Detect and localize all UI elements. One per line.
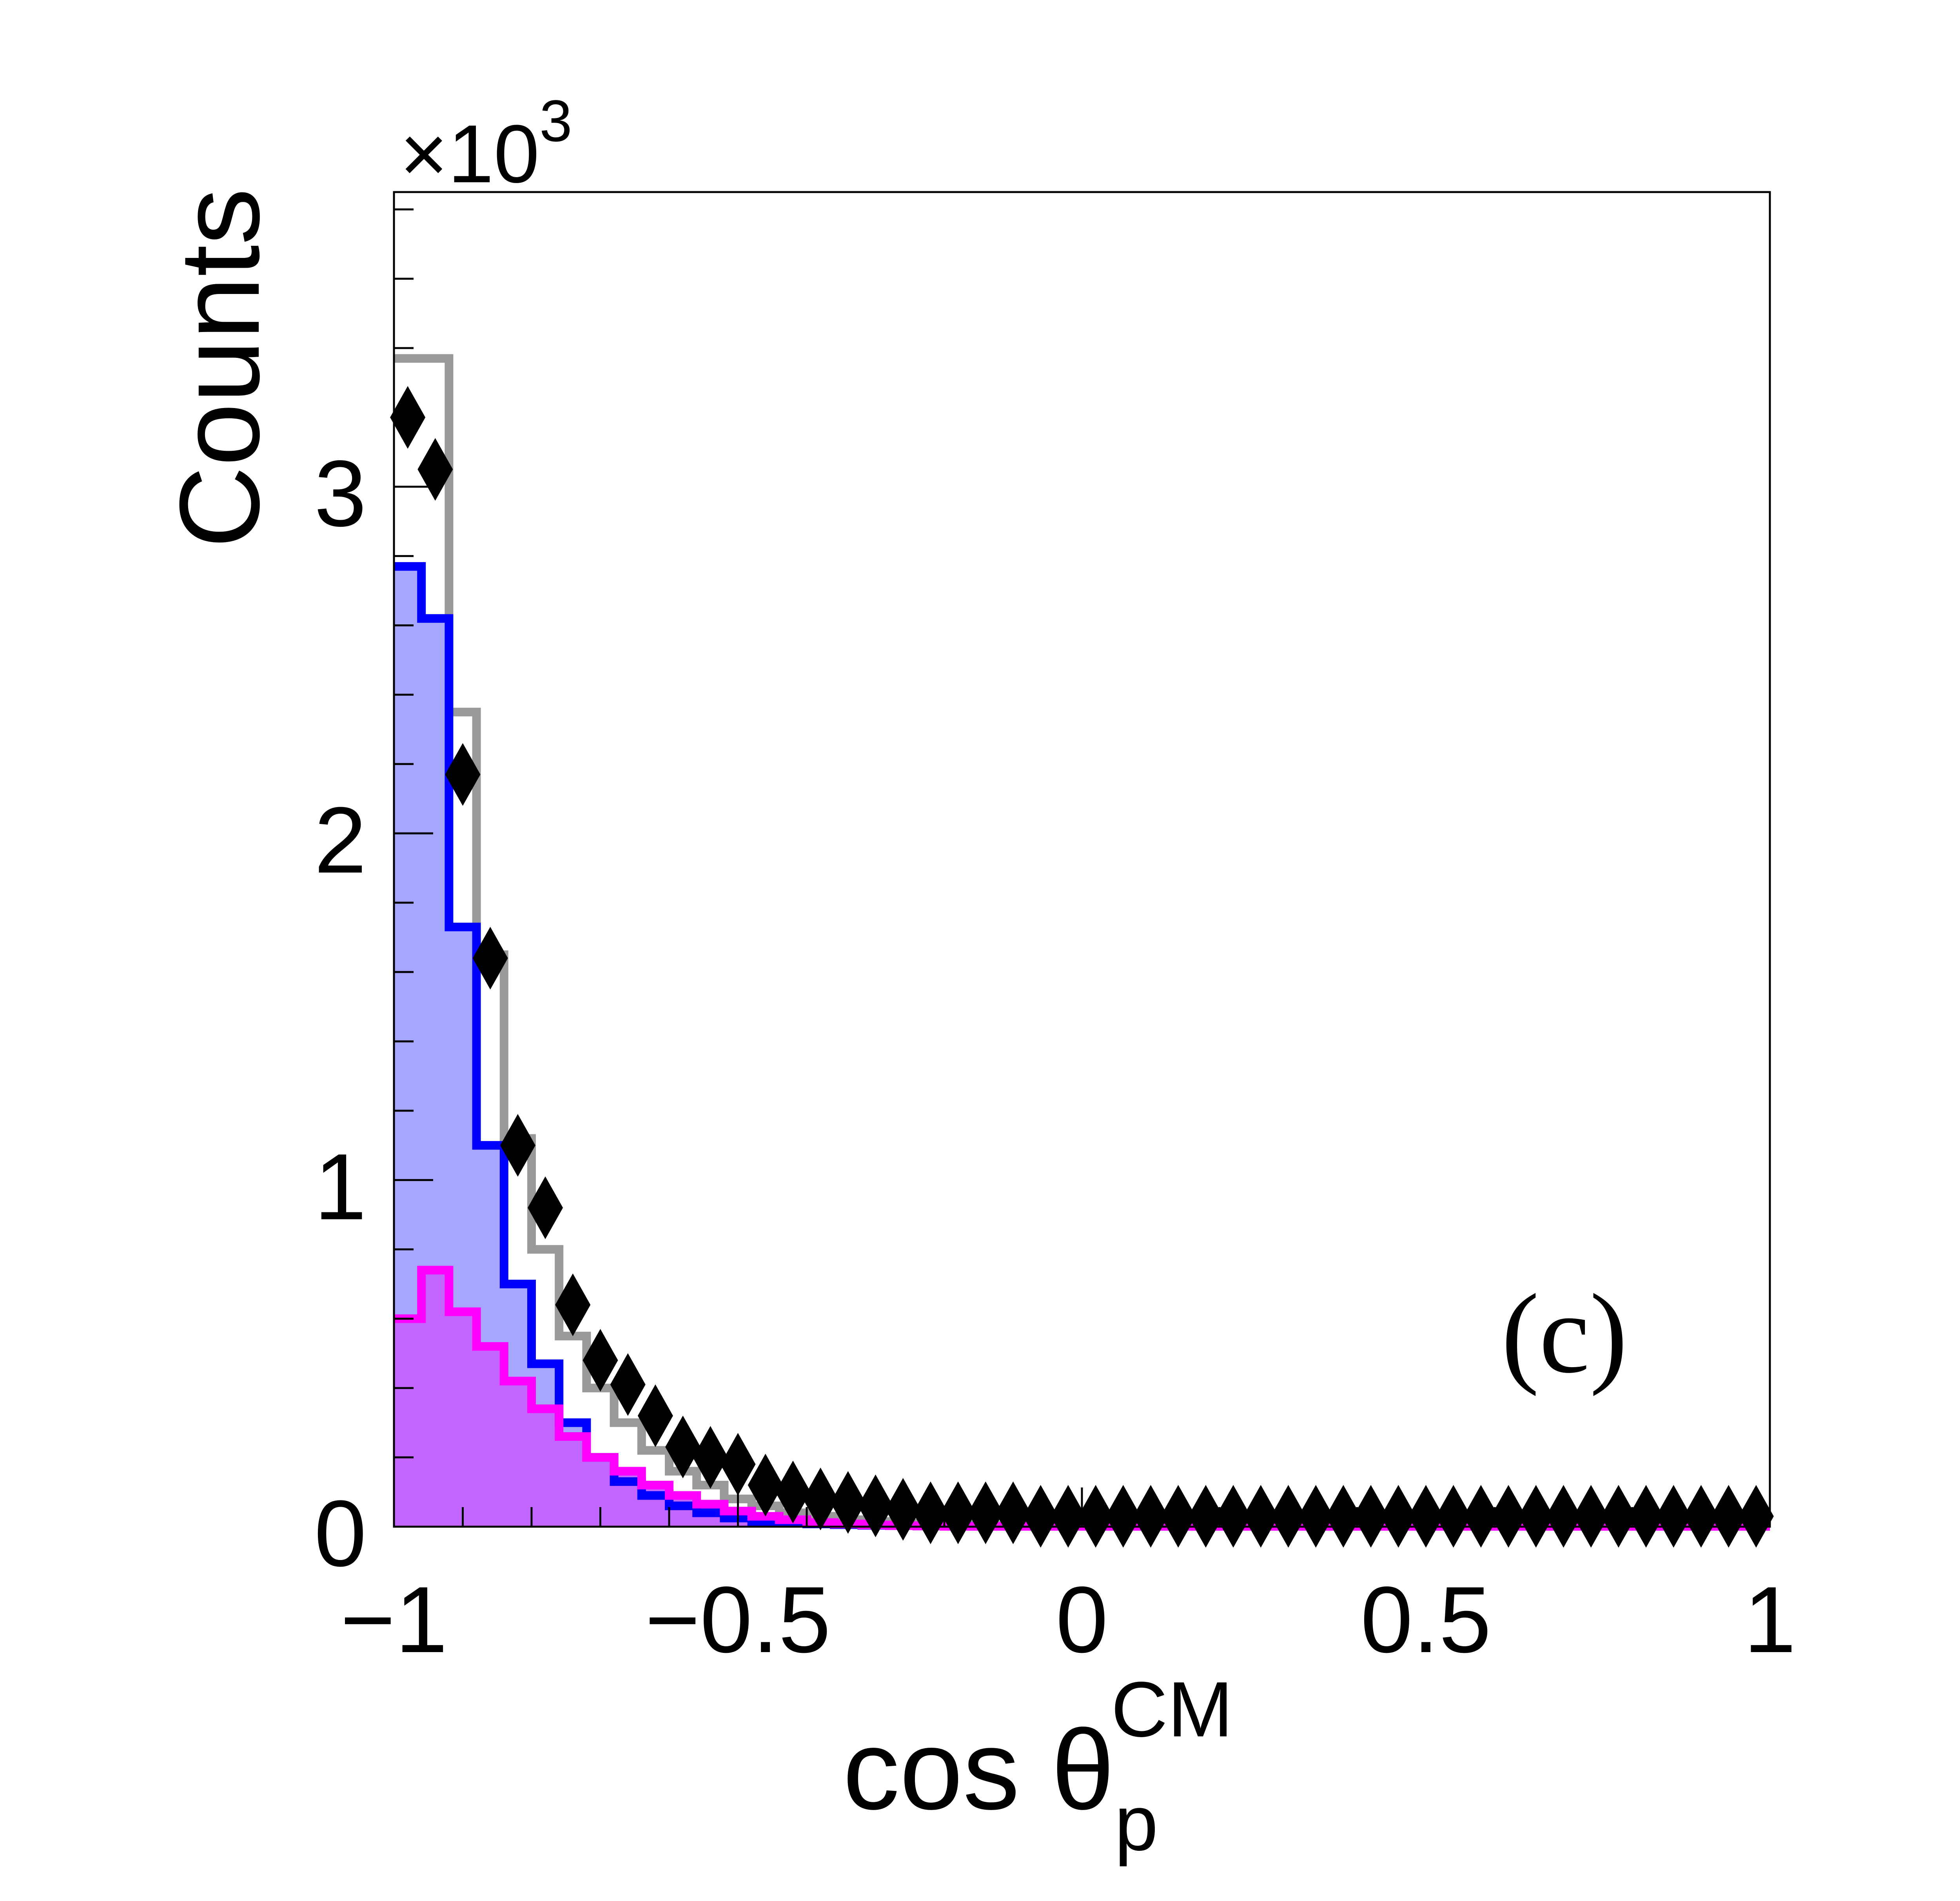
histogram-fill-bin [532,1409,559,1527]
data-point-diamond [693,1426,728,1489]
data-point-diamond [1243,1485,1279,1548]
data-point-diamond [1078,1485,1114,1548]
histogram-fill-bin [504,1381,532,1527]
x-axis-label-superscript: CM [1111,1666,1233,1753]
data-point-diamond [775,1460,811,1524]
data-point-diamond [968,1481,1004,1544]
data-point-diamond [1656,1485,1691,1548]
data-point-diamond [1160,1485,1196,1548]
data-point-diamond [1216,1485,1251,1548]
data-point-diamond [472,927,508,990]
data-point-diamond [803,1467,838,1531]
y-tick-label: 3 [314,441,367,546]
data-point-diamond [665,1415,701,1478]
data-point-diamond [1628,1485,1664,1548]
data-point-diamond [1325,1485,1361,1548]
data-point-diamond [1298,1485,1334,1548]
data-point-diamond [1518,1485,1554,1548]
data-point-diamond [1023,1485,1058,1548]
data-point-diamond [583,1329,618,1392]
data-point-diamond [500,1114,535,1177]
data-point-diamond [1463,1485,1499,1548]
y-multiplier-exponent: 3 [539,88,572,154]
data-point-diamond [637,1384,673,1447]
y-multiplier: ×103 [400,88,572,200]
axes: 0 1 2 3 −1 −0.5 0 0.5 1 [314,191,1796,1672]
data-point-diamond [830,1471,866,1534]
x-tick-label: −0.5 [645,1567,831,1672]
data-point-diamond [1738,1485,1774,1548]
data-point-diamond [748,1453,783,1516]
x-axis-label-subscript: p [1114,1779,1158,1867]
data-point-diamond [1491,1485,1526,1548]
data-point-diamond [913,1481,948,1544]
data-point-diamond [1050,1485,1086,1548]
x-axis-label: cos θp CM [843,1666,1233,1867]
y-tick-label: 2 [314,787,367,892]
y-tick-label: 0 [314,1481,367,1586]
data-point-diamond [885,1478,921,1541]
data-point-diamond [858,1474,893,1537]
y-tick-label: 1 [314,1134,367,1239]
histogram-fill-bin [421,1270,449,1527]
data-point-diamond [1353,1485,1389,1548]
data-point-diamond [445,743,481,806]
histogram-fill-bin [669,1495,697,1527]
data-point-diamond [1105,1485,1141,1548]
x-tick-label: 1 [1744,1567,1796,1672]
data-point-diamond [417,438,453,501]
data-point-diamond [1601,1485,1636,1548]
data-point-diamond [1573,1485,1609,1548]
x-axis-label-main: cos θ [843,1706,1114,1833]
data-point-diamond [1436,1485,1471,1548]
x-tick-label: 0.5 [1361,1567,1492,1672]
x-tick-label: −1 [340,1567,448,1672]
y-multiplier-base: ×10 [400,108,539,200]
histogram-fill-bin [394,1319,422,1527]
data-point-diamond [555,1273,591,1336]
data-point-diamond [1188,1485,1223,1548]
panel-label: (c) [1501,1271,1628,1397]
data-point-diamond [720,1433,756,1496]
histogram-fill-bin [559,1437,587,1527]
data-point-diamond [1381,1485,1416,1548]
data-markers [390,386,1774,1548]
y-axis-label: Counts [156,188,283,548]
histogram-fill-bin [449,1311,477,1527]
histogram-fill-bin [476,1346,505,1527]
x-tick-label: 0 [1056,1567,1108,1672]
data-point-diamond [528,1176,563,1239]
data-point-diamond [610,1353,646,1416]
data-point-diamond [1711,1485,1746,1548]
data-point-diamond [940,1481,976,1544]
